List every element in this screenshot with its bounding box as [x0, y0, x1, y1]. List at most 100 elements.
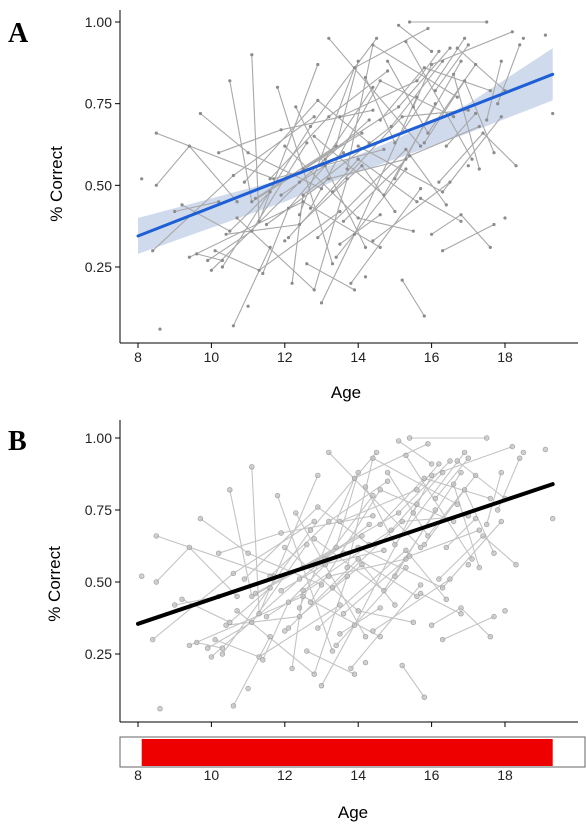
panel-a-axes: 8 10 12 14 16 18 0.25 0.50 0.75 1.00	[85, 10, 578, 365]
data-point	[393, 209, 397, 214]
data-point	[465, 561, 471, 568]
data-point	[326, 573, 332, 579]
age-range-bar	[141, 739, 553, 766]
data-point	[338, 242, 342, 246]
data-point	[377, 487, 383, 493]
data-point	[384, 469, 391, 476]
data-point	[470, 157, 474, 161]
data-point	[417, 590, 424, 597]
data-point	[543, 33, 548, 37]
data-point	[510, 30, 514, 34]
data-point	[474, 111, 478, 116]
data-point	[355, 556, 361, 562]
data-point	[426, 26, 430, 31]
subject-trajectory-line	[445, 518, 476, 548]
data-point	[278, 587, 284, 594]
data-point	[228, 79, 232, 83]
data-point	[437, 180, 441, 184]
data-point	[381, 547, 387, 553]
data-point	[375, 36, 379, 40]
data-point	[466, 43, 470, 47]
data-point	[476, 564, 482, 571]
data-point	[415, 95, 419, 99]
data-point	[419, 144, 423, 148]
data-point	[452, 115, 456, 119]
subject-trajectory-line	[155, 145, 238, 203]
data-point	[340, 610, 347, 617]
data-point	[360, 131, 364, 135]
data-point	[384, 478, 391, 484]
data-point	[172, 602, 178, 608]
data-point	[293, 510, 299, 516]
subject-trajectory-line	[189, 595, 381, 646]
data-point	[294, 105, 298, 109]
data-point	[297, 222, 302, 227]
data-point	[179, 596, 185, 602]
data-point	[351, 622, 358, 628]
data-point	[439, 469, 446, 476]
data-point	[363, 75, 368, 80]
data-point	[459, 213, 463, 217]
data-point	[286, 236, 291, 240]
panel-b-x-tick-label: 18	[497, 767, 513, 783]
panel-a-plot-area	[136, 20, 555, 331]
data-point	[421, 541, 427, 548]
data-point	[278, 530, 284, 536]
age-range-bar-track	[119, 736, 586, 768]
data-point	[285, 599, 292, 605]
data-point	[461, 487, 468, 493]
panel-b-label: B	[8, 426, 27, 457]
data-point	[352, 66, 357, 70]
data-point	[448, 180, 452, 184]
panel-b: B % Correct Age 8 10 12 14 16 18 0.25 0.50 0.75 1…	[8, 420, 586, 822]
data-point	[476, 527, 482, 533]
data-point	[296, 576, 303, 582]
data-point	[341, 151, 346, 155]
data-point	[249, 464, 255, 470]
data-point	[315, 472, 321, 479]
data-point	[443, 544, 449, 551]
data-point	[447, 576, 453, 582]
data-point	[344, 573, 350, 579]
data-point	[333, 544, 339, 551]
data-point	[441, 59, 445, 63]
data-point	[307, 599, 314, 605]
data-point	[386, 69, 390, 73]
regression-fit-line	[136, 482, 555, 626]
data-point	[430, 62, 434, 67]
data-point	[197, 515, 204, 522]
data-point	[315, 504, 321, 510]
data-point	[282, 628, 288, 634]
data-point	[488, 89, 492, 93]
data-point	[253, 196, 257, 200]
data-point	[334, 255, 338, 259]
data-point	[337, 631, 343, 637]
panel-a-x-tick-label: 16	[424, 349, 440, 365]
data-point	[414, 593, 420, 600]
data-point	[404, 157, 408, 161]
data-point	[443, 596, 449, 602]
data-point	[400, 278, 404, 282]
data-point	[301, 200, 305, 204]
data-point	[316, 62, 320, 67]
data-point	[421, 475, 427, 481]
data-point	[466, 164, 470, 168]
data-point	[219, 651, 226, 657]
subject-trajectory-line	[405, 455, 473, 560]
data-point	[312, 288, 316, 292]
data-point	[406, 435, 413, 441]
data-point	[282, 544, 288, 551]
data-point	[316, 98, 320, 102]
data-point	[520, 449, 527, 456]
data-point	[377, 521, 383, 528]
data-point	[433, 89, 437, 93]
data-point	[341, 219, 346, 223]
data-point	[224, 232, 228, 236]
data-point	[305, 262, 309, 266]
data-point	[447, 458, 453, 464]
data-point	[359, 533, 365, 539]
data-point	[300, 587, 306, 594]
subject-trajectory-line	[291, 472, 444, 669]
data-point	[513, 561, 519, 568]
data-point	[330, 262, 335, 266]
